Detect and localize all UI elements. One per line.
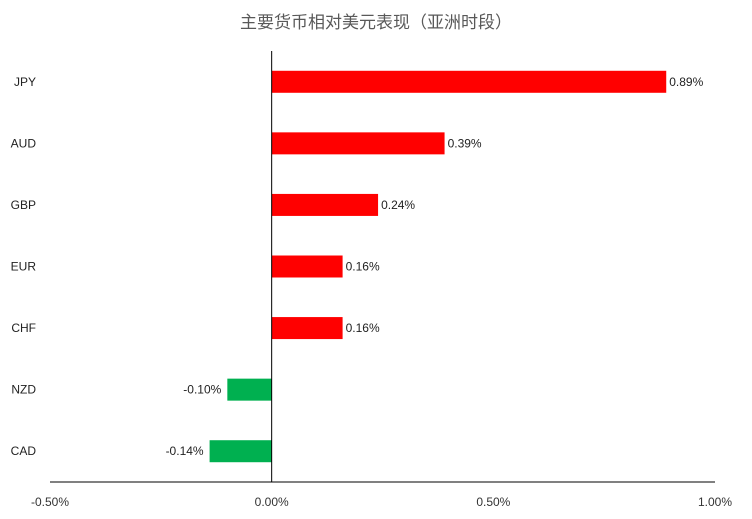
bar-jpy xyxy=(271,70,667,93)
category-label-nzd: NZD xyxy=(11,383,36,397)
data-label-chf: 0.16% xyxy=(346,321,380,335)
data-label-nzd: -0.10% xyxy=(183,383,221,397)
category-label-aud: AUD xyxy=(11,136,37,150)
labels-layer: JPY 0.89% AUD 0.39% GBP 0.24% EUR 0.16% CHF 0.16%… xyxy=(11,75,733,509)
bar-chf xyxy=(271,317,343,340)
category-label-eur: EUR xyxy=(11,260,37,274)
data-label-gbp: 0.24% xyxy=(381,198,415,212)
x-tick-label: 1.00% xyxy=(698,495,732,509)
bar-eur xyxy=(271,255,343,278)
x-tick-label: 0.00% xyxy=(255,495,289,509)
bar-aud xyxy=(271,132,445,155)
data-label-jpy: 0.89% xyxy=(669,75,703,89)
bar-cad xyxy=(209,440,272,463)
category-label-chf: CHF xyxy=(11,321,36,335)
bars-layer xyxy=(209,70,667,463)
bar-nzd xyxy=(227,378,272,401)
data-label-cad: -0.14% xyxy=(166,444,204,458)
chart-title: 主要货币相对美元表现（亚洲时段） xyxy=(240,13,512,33)
category-label-jpy: JPY xyxy=(14,75,36,89)
x-tick-label: -0.50% xyxy=(31,495,69,509)
category-label-cad: CAD xyxy=(11,444,37,458)
category-label-gbp: GBP xyxy=(11,198,36,212)
data-label-aud: 0.39% xyxy=(448,136,482,150)
axes-layer xyxy=(50,51,715,483)
data-label-eur: 0.16% xyxy=(346,260,380,274)
bar-gbp xyxy=(271,193,379,216)
x-tick-label: 0.50% xyxy=(476,495,510,509)
